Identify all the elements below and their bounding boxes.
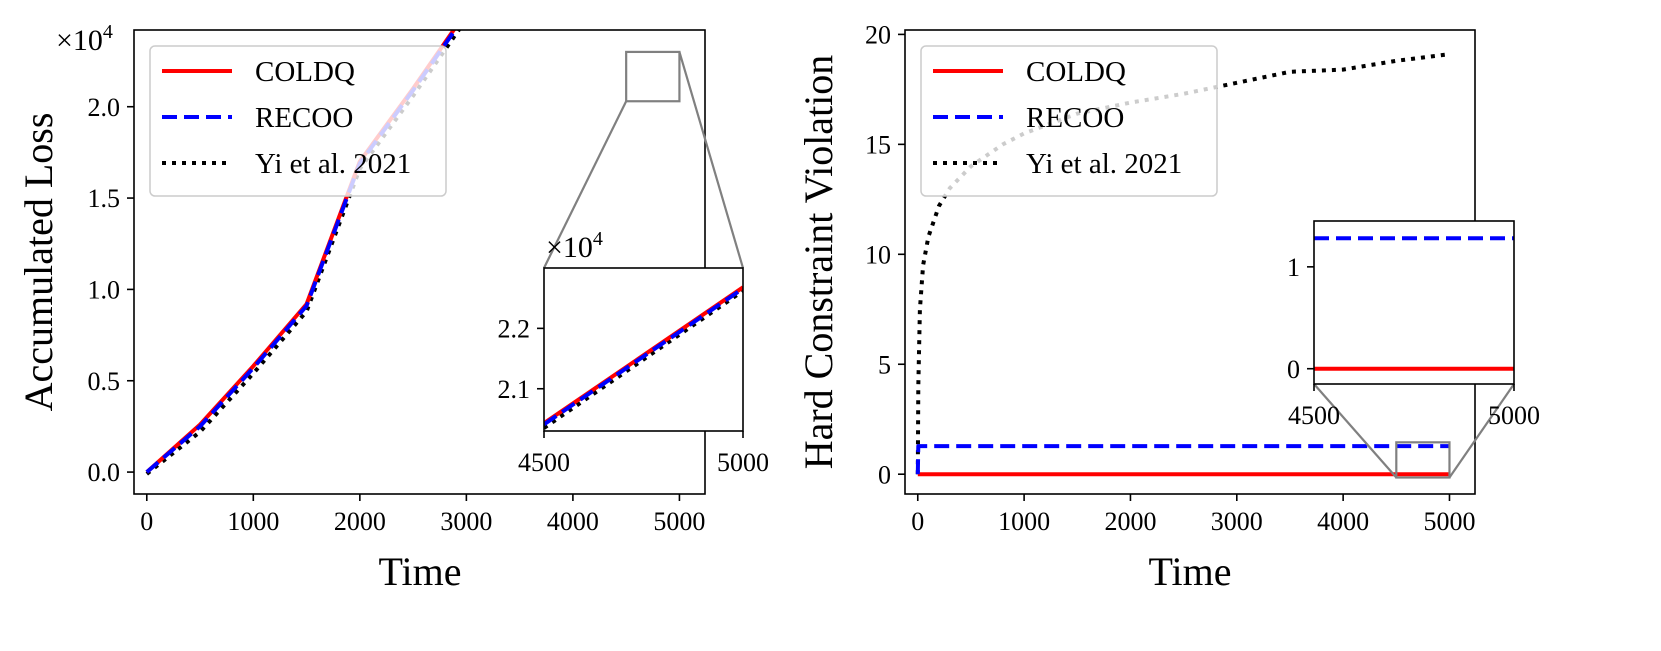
left-multiplier: ×104: [56, 21, 113, 57]
right-inset: 4500 5000 01: [1287, 220, 1540, 430]
left-y-tick-label: 2.0: [88, 93, 121, 122]
right-x-tick-label: 3000: [1211, 507, 1263, 536]
right-x-tick-label: 4000: [1317, 507, 1369, 536]
left-x-tick-label: 0: [140, 507, 153, 536]
left-zoom-connector: [543, 100, 628, 269]
right-inset-y-tick-label: 1: [1287, 253, 1300, 282]
left-legend-coldq-label: COLDQ: [255, 56, 355, 88]
left-x-tick-label: 5000: [653, 507, 705, 536]
right-legend-coldq-label: COLDQ: [1026, 56, 1126, 88]
left-x-tick-label: 2000: [334, 507, 386, 536]
right-zoom-connector: [1448, 383, 1515, 479]
left-zoom-box: [625, 50, 681, 103]
left-x-tick-label: 1000: [227, 507, 279, 536]
right-inset-frame: [1313, 220, 1515, 385]
left-y-axis-label: Accumulated Loss: [16, 113, 61, 412]
right-y-tick-label: 5: [878, 350, 891, 379]
right-inset-x-ticks: 4500 5000: [1288, 384, 1540, 430]
right-inset-bg: [1314, 221, 1514, 384]
right-zoom-indicator: [1313, 383, 1515, 479]
left-inset-frame: [543, 267, 744, 432]
right-x-tick-label: 0: [911, 507, 924, 536]
right-zoom-box: [1395, 441, 1451, 479]
left-y-tick-label: 1.0: [88, 276, 121, 305]
right-inset-x-tick-label: 4500: [1288, 401, 1340, 430]
left-chart: 0 1000 2000 3000 4000 5000 0.0 0.5 1.0 1.5 2.0 ×1…: [16, 21, 770, 594]
right-y-tick-label: 20: [865, 20, 891, 49]
left-x-ticks: 0 1000 2000 3000 4000 5000: [140, 494, 705, 536]
right-inset-y-tick-label: 0: [1287, 355, 1300, 384]
right-legend-yi-label: Yi et al. 2021: [1026, 148, 1182, 180]
right-legend-recoo-label: RECOO: [1026, 102, 1124, 134]
right-y-tick-label: 15: [865, 130, 891, 159]
left-inset-y-tick-label: 2.1: [498, 375, 531, 404]
left-y-tick-label: 0.0: [88, 458, 121, 487]
right-legend: COLDQ RECOO Yi et al. 2021: [920, 45, 1218, 197]
right-x-tick-label: 5000: [1423, 507, 1475, 536]
left-inset: 4500 5000 2.1 2.2 ×104: [498, 228, 770, 477]
left-x-tick-label: 3000: [440, 507, 492, 536]
right-x-tick-label: 1000: [998, 507, 1050, 536]
left-inset-plot: [544, 285, 743, 430]
left-legend: COLDQ RECOO Yi et al. 2021: [149, 45, 447, 197]
left-y-tick-label: 1.5: [88, 184, 121, 213]
right-x-axis-label: Time: [1148, 549, 1231, 594]
left-zoom-indicator: [543, 50, 745, 269]
right-x-tick-label: 2000: [1104, 507, 1156, 536]
left-legend-box: [149, 45, 447, 197]
left-inset-x-ticks: 4500 5000: [518, 431, 769, 477]
right-x-ticks: 0 1000 2000 3000 4000 5000: [911, 494, 1475, 536]
right-y-axis-label: Hard Constraint Violation: [796, 55, 841, 470]
left-inset-series-recoo: [544, 286, 743, 427]
left-inset-bg: [544, 268, 743, 431]
left-x-axis-label: Time: [378, 549, 461, 594]
left-legend-yi-label: Yi et al. 2021: [255, 148, 411, 180]
right-legend-box: [920, 45, 1218, 197]
left-x-tick-label: 4000: [547, 507, 599, 536]
left-zoom-connector: [678, 51, 745, 269]
right-y-ticks: 0 5 10 15 20: [865, 20, 905, 489]
right-inset-x-tick-label: 5000: [1488, 401, 1540, 430]
left-inset-multiplier: ×104: [546, 228, 603, 264]
left-inset-x-tick-label: 4500: [518, 448, 570, 477]
right-inset-plot: [1314, 236, 1514, 371]
left-inset-x-tick-label: 5000: [717, 448, 769, 477]
right-y-tick-label: 10: [865, 240, 891, 269]
left-axes-frame: [133, 29, 706, 495]
right-zoom-connector: [1313, 383, 1398, 479]
left-inset-series-yi-et-al-2021: [544, 289, 743, 430]
left-y-ticks: 0.0 0.5 1.0 1.5 2.0: [88, 93, 134, 487]
right-inset-y-ticks: 01: [1287, 253, 1314, 384]
left-inset-y-ticks: 2.1 2.2: [498, 314, 544, 404]
right-y-tick-label: 0: [878, 460, 891, 489]
left-inset-y-tick-label: 2.2: [498, 314, 531, 343]
left-y-tick-label: 0.5: [88, 367, 121, 396]
left-legend-recoo-label: RECOO: [255, 102, 353, 134]
right-series-recoo: [915, 444, 1450, 475]
